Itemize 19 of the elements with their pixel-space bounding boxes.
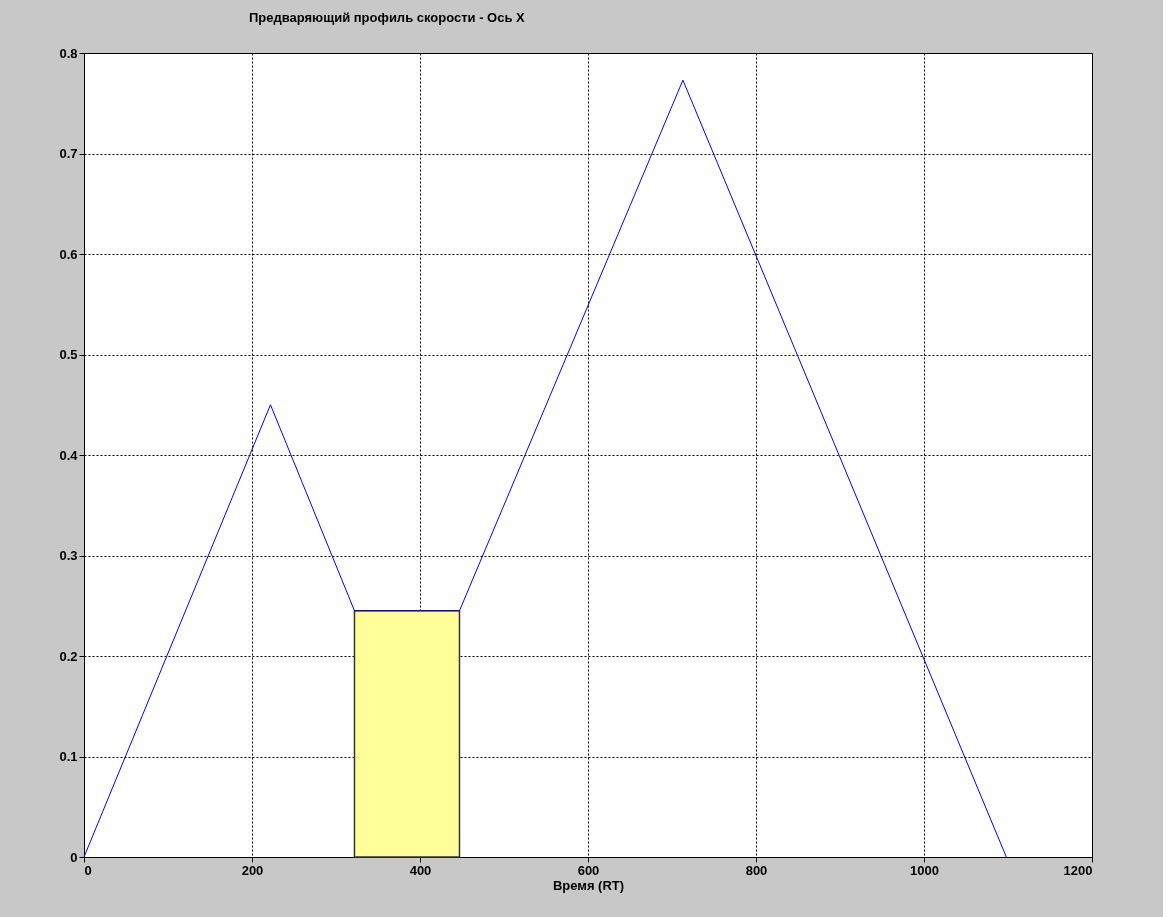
x-tick-label: 600 [577,862,600,878]
y-tick-label: 0.3 [59,548,78,563]
chart-title: Предваряющий профиль скорости - Ось X [248,10,526,25]
y-tick-label: 0.4 [59,447,79,463]
y-tick-label: 0 [70,849,78,865]
y-tick-label: 0.7 [59,146,78,161]
line-series [83,79,1007,858]
x-tick-label: 1000 [910,862,939,878]
x-tick-label: 1200 [1063,862,1093,878]
x-tick-label: 800 [745,862,768,878]
y-tick-label: 0.1 [59,749,78,764]
y-tick-label: 0.5 [59,347,78,362]
x-tick-label: 400 [409,862,432,878]
x-axis-title: Время (RT) [552,877,625,893]
y-tick-label: 0.6 [59,246,78,262]
y-tick-label: 0.8 [59,45,78,61]
x-tick-label: 200 [241,862,264,878]
y-tick-label: 0.2 [59,648,78,664]
x-tick-label: 0 [84,862,92,878]
